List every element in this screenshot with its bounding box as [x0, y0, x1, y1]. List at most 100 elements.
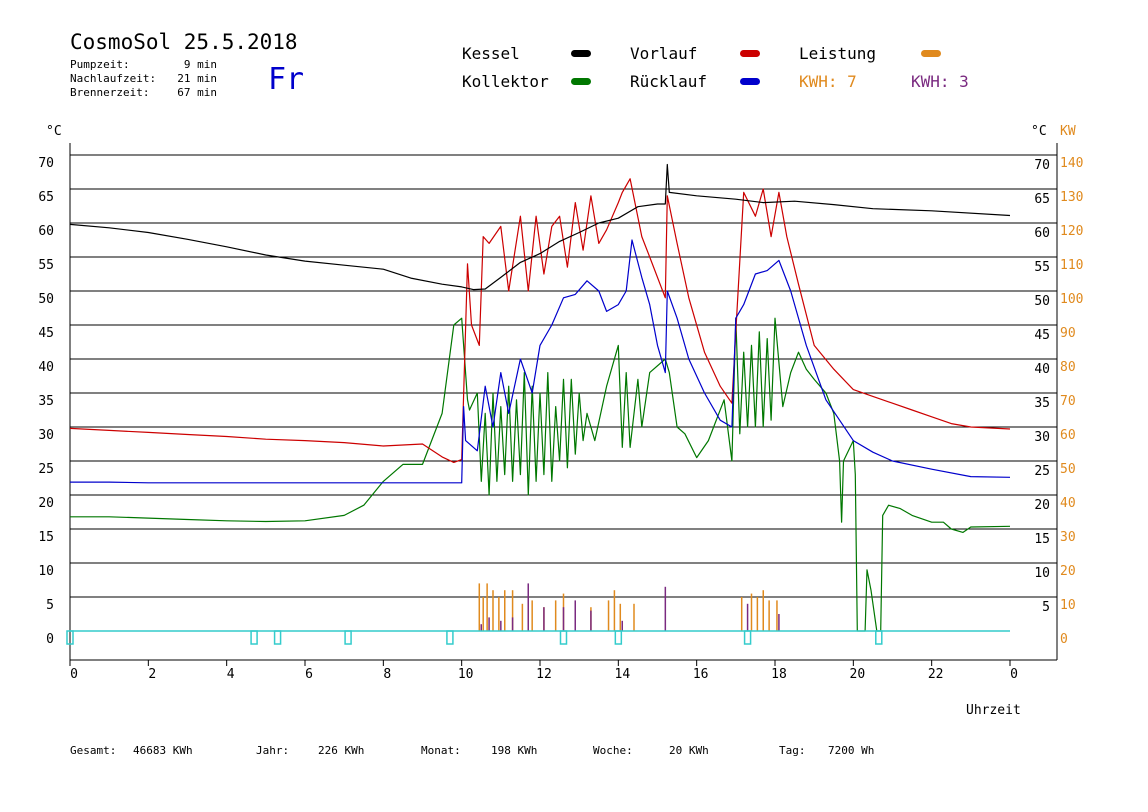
y-right-temp-tick-label: 35: [1034, 396, 1050, 411]
y-left-tick-label: 20: [38, 496, 54, 511]
y-right-kw-tick-label: 140: [1060, 156, 1083, 171]
brennerzeit-value: 67 min: [177, 86, 217, 99]
footer-jahr-value: 226 KWh: [318, 744, 365, 757]
y-left-tick-label: 60: [38, 224, 54, 239]
pumpzeit-label: Pumpzeit:: [70, 58, 130, 71]
pump-marker: [273, 630, 282, 645]
y-left-tick-label: 0: [46, 632, 54, 647]
pump-marker: [614, 630, 623, 645]
y-right-kw-tick-label: 30: [1060, 530, 1076, 545]
x-tick-label: 8: [383, 667, 391, 682]
footer-monat-value: 198 KWh: [491, 744, 538, 757]
pump-marker: [875, 630, 883, 645]
pumpzeit-value: 9 min: [183, 58, 217, 71]
legend-vorlauf-swatch: [740, 50, 760, 57]
footer-monat-label: Monat:: [421, 744, 461, 757]
y-right-kw-tick-label: 130: [1060, 190, 1083, 205]
footer-gesamt-value: 46683 KWh: [133, 744, 193, 757]
legend-kwh-orange: KWH: 7: [799, 72, 857, 91]
series-layer: [69, 163, 1011, 632]
y-right-unit-temp: °C: [1031, 124, 1047, 139]
y-right-kw-tick-label: 90: [1060, 326, 1076, 341]
y-right-temp-tick-label: 25: [1034, 464, 1050, 479]
y-right-kw-tick-label: 0: [1060, 632, 1068, 647]
x-tick-label: 14: [615, 667, 631, 682]
y-left-tick-label: 35: [38, 394, 54, 409]
y-right-kw-tick-label: 100: [1060, 292, 1083, 307]
y-left-tick-label: 10: [38, 564, 54, 579]
pump-marker: [66, 630, 74, 645]
y-right-temp-tick-label: 50: [1034, 294, 1050, 309]
y-left-tick-label: 70: [38, 156, 54, 171]
y-right-kw-tick-label: 120: [1060, 224, 1083, 239]
x-tick-label: 0: [1010, 667, 1018, 682]
y-left-tick-label: 65: [38, 190, 54, 205]
y-right-kw-tick-label: 50: [1060, 462, 1076, 477]
series-line-kollektor: [70, 317, 1011, 632]
legend-kollektor-swatch: [571, 78, 591, 85]
y-right-temp-tick-label: 60: [1034, 226, 1050, 241]
y-left-tick-label: 5: [46, 598, 54, 613]
x-tick-label: 2: [148, 667, 156, 682]
x-axis-label: Uhrzeit: [966, 703, 1021, 718]
legend-kollektor: Kollektor: [462, 72, 549, 91]
pump-layer: [66, 630, 1010, 645]
footer-woche-value: 20 KWh: [669, 744, 709, 757]
legend-kessel: Kessel: [462, 44, 520, 63]
footer-tag-label: Tag:: [779, 744, 806, 757]
legend-leistung-swatch: [921, 50, 941, 57]
y-right-temp-tick-label: 70: [1034, 158, 1050, 173]
y-right-temp-tick-label: 40: [1034, 362, 1050, 377]
y-left-unit: °C: [46, 124, 62, 139]
x-tick-label: 4: [227, 667, 235, 682]
x-tick-label: 16: [693, 667, 709, 682]
y-left-tick-label: 25: [38, 462, 54, 477]
legend-ruecklauf-swatch: [740, 78, 760, 85]
y-right-unit-kw: KW: [1060, 124, 1076, 139]
y-right-kw-tick-label: 20: [1060, 564, 1076, 579]
legend-kessel-swatch: [571, 50, 591, 57]
footer-woche-label: Woche:: [593, 744, 633, 757]
axis-layer: [69, 143, 1058, 666]
y-right-temp-tick-label: 5: [1042, 600, 1050, 615]
y-right-temp-tick-label: 10: [1034, 566, 1050, 581]
y-left-tick-label: 30: [38, 428, 54, 443]
legend-kwh-purple: KWH: 3: [911, 72, 969, 91]
pump-marker: [250, 630, 258, 645]
footer-jahr-label: Jahr:: [256, 744, 290, 757]
y-right-kw-tick-label: 10: [1060, 598, 1076, 613]
y-right-temp-tick-label: 65: [1034, 192, 1050, 207]
chart-title: CosmoSol 25.5.2018: [70, 30, 298, 54]
grid-layer: [70, 154, 1057, 598]
y-right-temp-tick-label: 55: [1034, 260, 1050, 275]
y-right-kw-tick-label: 80: [1060, 360, 1076, 375]
x-tick-label: 6: [305, 667, 313, 682]
pump-marker: [344, 630, 352, 645]
series-line-kessel: [69, 163, 1011, 291]
y-left-tick-label: 15: [38, 530, 54, 545]
pump-marker: [446, 630, 454, 645]
legend-vorlauf: Vorlauf: [630, 44, 698, 63]
y-right-temp-tick-label: 20: [1034, 498, 1050, 513]
label-layer: 0 2 4 6 8 10 12 14 16 18 20 22 0 0 5 10 15 20 25 30 35 40 45 50…: [38, 124, 1083, 718]
y-left-tick-label: 40: [38, 360, 54, 375]
x-tick-label: 18: [771, 667, 787, 682]
x-tick-label: 12: [536, 667, 552, 682]
weekday-label: Fr: [268, 62, 305, 97]
y-right-kw-tick-label: 40: [1060, 496, 1076, 511]
y-left-tick-label: 55: [38, 258, 54, 273]
nachlaufzeit-label: Nachlaufzeit:: [70, 72, 157, 85]
y-right-kw-tick-label: 60: [1060, 428, 1076, 443]
y-right-temp-tick-label: 30: [1034, 430, 1050, 445]
y-right-temp-tick-label: 15: [1034, 532, 1050, 547]
y-right-kw-tick-label: 70: [1060, 394, 1076, 409]
y-left-tick-label: 45: [38, 326, 54, 341]
footer-tag-value: 7200 Wh: [828, 744, 875, 757]
brennerzeit-label: Brennerzeit:: [70, 86, 150, 99]
x-tick-label: 22: [928, 667, 944, 682]
x-tick-label: 10: [458, 667, 474, 682]
y-left-tick-label: 50: [38, 292, 54, 307]
legend-leistung: Leistung: [799, 44, 877, 63]
y-right-kw-tick-label: 110: [1060, 258, 1083, 273]
